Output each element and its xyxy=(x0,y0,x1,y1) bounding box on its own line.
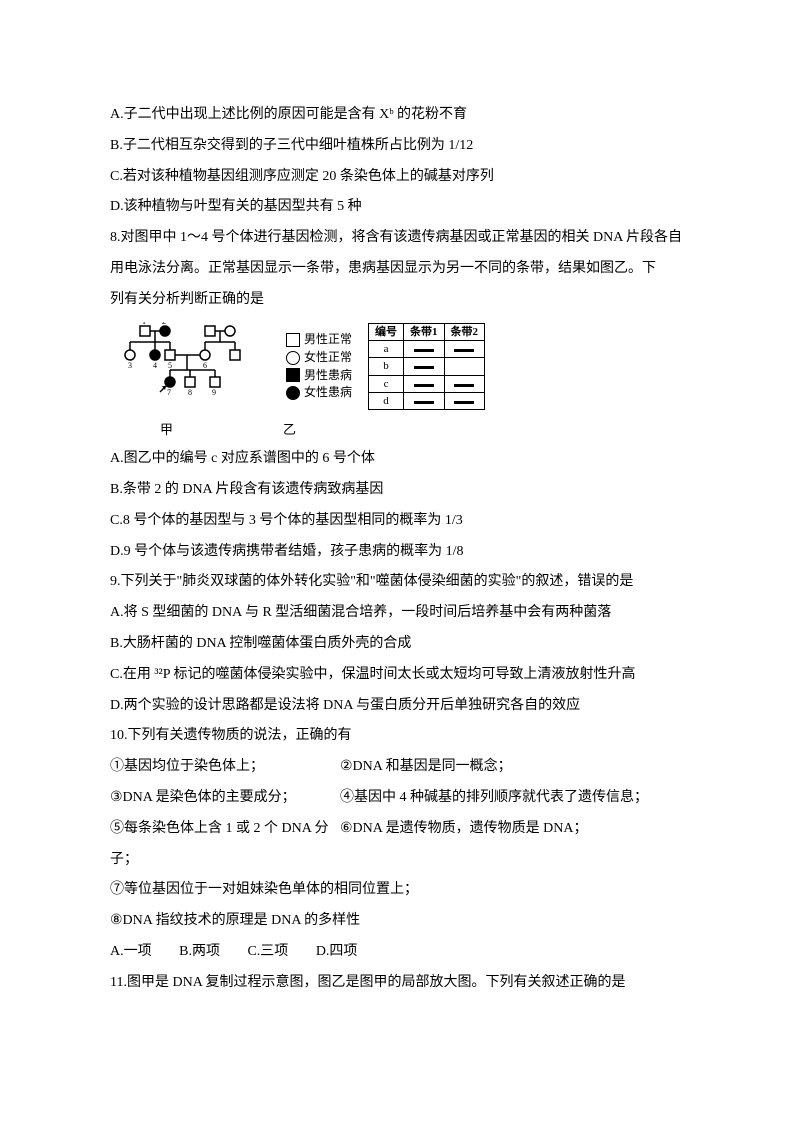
band-table: 编号 条带1 条带2 a b c d xyxy=(368,323,485,410)
svg-text:8: 8 xyxy=(188,388,192,397)
legend-male-affected: 男性患病 xyxy=(304,368,352,384)
table-row: d xyxy=(369,393,485,410)
q10-s1: ①基因均位于染色体上； xyxy=(110,752,340,783)
q10-option-d: D.四项 xyxy=(316,937,358,968)
svg-text:4: 4 xyxy=(153,361,157,370)
svg-text:9: 9 xyxy=(212,388,216,397)
svg-text:3: 3 xyxy=(128,361,132,370)
q10-option-b: B.两项 xyxy=(179,937,220,968)
q8-figure: 1 2 3 4 5 6 xyxy=(110,322,684,412)
q10-s2: ②DNA 和基因是同一概念； xyxy=(340,752,512,783)
legend-female-affected: 女性患病 xyxy=(304,385,352,401)
q10-stmt-row1: ①基因均位于染色体上； ②DNA 和基因是同一概念； xyxy=(110,752,684,783)
q7-option-a: A.子二代中出现上述比例的原因可能是含有 Xᵇ 的花粉不育 xyxy=(110,100,684,131)
pedigree-diagram: 1 2 3 4 5 6 xyxy=(110,322,270,412)
q9-option-b: B.大肠杆菌的 DNA 控制噬菌体蛋白质外壳的合成 xyxy=(110,629,684,660)
table-row: c xyxy=(369,375,485,392)
svg-text:7: 7 xyxy=(167,388,171,397)
q8-option-c: C.8 号个体的基因型与 3 号个体的基因型相同的概率为 1/3 xyxy=(110,506,684,537)
q10-s5: ⑤每条染色体上含 1 或 2 个 DNA 分子； xyxy=(110,814,340,876)
table-header-band2: 条带2 xyxy=(444,323,485,340)
q10-s7: ⑦等位基因位于一对姐妹染色单体的相同位置上； xyxy=(110,875,684,906)
svg-text:6: 6 xyxy=(203,361,207,370)
q8-stem-line2: 用电泳法分离。正常基因显示一条带，患病基因显示为另一不同的条带，结果如图乙。下 xyxy=(110,254,684,285)
table-header-band1: 条带1 xyxy=(404,323,445,340)
pedigree-legend: 男性正常 女性正常 男性患病 女性患病 xyxy=(282,332,356,400)
q9-option-d: D.两个实验的设计思路都是设法将 DNA 与蛋白质分开后单独研究各自的效应 xyxy=(110,691,684,722)
q9-option-c: C.在用 ³²P 标记的噬菌体侵染实验中，保温时间太长或太短均可导致上清液放射性… xyxy=(110,660,684,691)
q10-option-a: A.一项 xyxy=(110,937,152,968)
q9-option-a: A.将 S 型细菌的 DNA 与 R 型活细菌混合培养，一段时间后培养基中会有两… xyxy=(110,598,684,629)
q10-s3: ③DNA 是染色体的主要成分； xyxy=(110,783,340,814)
q8-stem-line1: 8.对图甲中 1～4 号个体进行基因检测，将含有该遗传病基因或正常基因的相关 D… xyxy=(110,223,684,254)
q10-s8: ⑧DNA 指纹技术的原理是 DNA 的多样性 xyxy=(110,906,684,937)
fig-label-yi: 乙 xyxy=(283,416,296,445)
q10-stmt-row2: ③DNA 是染色体的主要成分； ④基因中 4 种碱基的排列顺序就代表了遗传信息； xyxy=(110,783,684,814)
q10-stmt-row3: ⑤每条染色体上含 1 或 2 个 DNA 分子； ⑥DNA 是遗传物质，遗传物质… xyxy=(110,814,684,876)
q8-stem-line3: 列有关分析判断正确的是 xyxy=(110,285,684,316)
q8-option-a: A.图乙中的编号 c 对应系谱图中的 6 号个体 xyxy=(110,444,684,475)
q7-option-b: B.子二代相互杂交得到的子三代中细叶植株所占比例为 1/12 xyxy=(110,131,684,162)
q10-options: A.一项 B.两项 C.三项 D.四项 xyxy=(110,937,684,968)
q10-s4: ④基因中 4 种碱基的排列顺序就代表了遗传信息； xyxy=(340,783,648,814)
q8-option-b: B.条带 2 的 DNA 片段含有该遗传病致病基因 xyxy=(110,475,684,506)
q10-option-c: C.三项 xyxy=(247,937,288,968)
table-row: b xyxy=(369,358,485,375)
fig-label-jia: 甲 xyxy=(160,416,173,445)
q10-s6: ⑥DNA 是遗传物质，遗传物质是 DNA； xyxy=(340,814,587,876)
q9-stem: 9.下列关于"肺炎双球菌的体外转化实验"和"噬菌体侵染细菌的实验"的叙述，错误的… xyxy=(110,567,684,598)
svg-text:1: 1 xyxy=(142,322,146,326)
legend-female-normal: 女性正常 xyxy=(304,350,352,366)
q7-option-c: C.若对该种植物基因组测序应测定 20 条染色体上的碱基对序列 xyxy=(110,162,684,193)
q11-stem: 11.图甲是 DNA 复制过程示意图，图乙是图甲的局部放大图。下列有关叙述正确的… xyxy=(110,968,684,999)
table-row: a xyxy=(369,341,485,358)
legend-male-normal: 男性正常 xyxy=(304,332,352,348)
q8-option-d: D.9 号个体与该遗传病携带者结婚，孩子患病的概率为 1/8 xyxy=(110,537,684,568)
q10-stem: 10.下列有关遗传物质的说法，正确的有 xyxy=(110,721,684,752)
table-header-id: 编号 xyxy=(369,323,404,340)
svg-text:5: 5 xyxy=(168,361,172,370)
svg-text:2: 2 xyxy=(162,322,166,326)
q7-option-d: D.该种植物与叶型有关的基因型共有 5 种 xyxy=(110,192,684,223)
figure-labels: 甲 乙 xyxy=(110,416,684,445)
